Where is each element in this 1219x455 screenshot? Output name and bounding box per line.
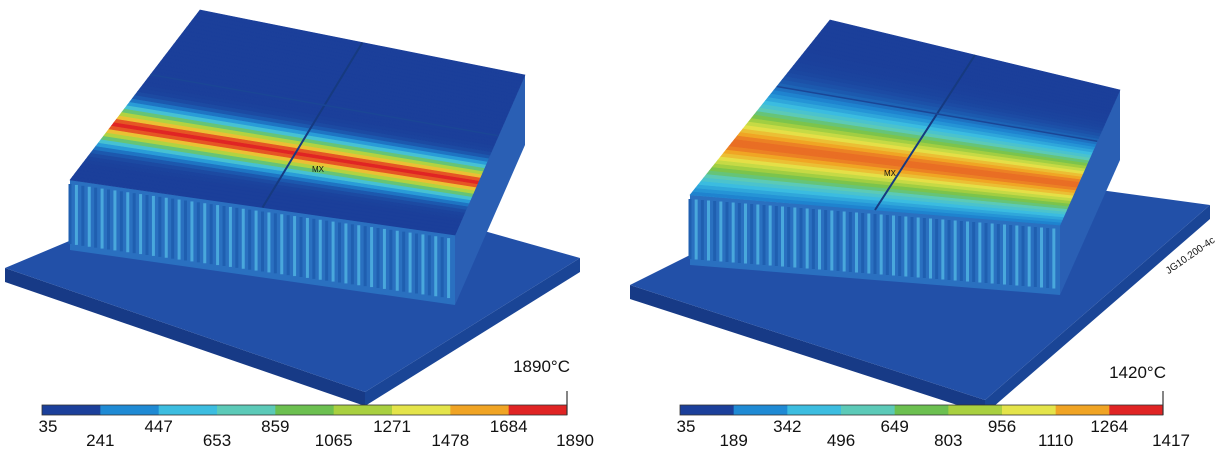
scale-tick-label: 1264 xyxy=(1090,417,1128,436)
scale-tick-label: 447 xyxy=(144,417,172,436)
scale-tick-label: 1684 xyxy=(490,417,528,436)
scale-segment xyxy=(217,405,276,415)
scale-tick-label: 342 xyxy=(773,417,801,436)
scale-segment xyxy=(334,405,393,415)
scale-segment xyxy=(1002,405,1056,415)
scale-segment xyxy=(100,405,159,415)
scale-segment xyxy=(275,405,334,415)
scale-tick-label: 649 xyxy=(880,417,908,436)
marker-label: MX xyxy=(312,165,325,174)
scale-tick-label: 496 xyxy=(827,431,855,450)
scale-tick-label: 1890 xyxy=(556,431,594,450)
scale-segment xyxy=(1056,405,1110,415)
scale-segment xyxy=(42,405,101,415)
scale-tick-label: 35 xyxy=(39,417,58,436)
scale-segment xyxy=(841,405,895,415)
scale-max-label: 1420°C xyxy=(1109,363,1166,382)
scale-segment xyxy=(450,405,509,415)
scale-tick-label: 653 xyxy=(203,431,231,450)
scale-tick-label: 803 xyxy=(934,431,962,450)
scale-segment xyxy=(734,405,788,415)
scale-tick-label: 956 xyxy=(988,417,1016,436)
scale-segment xyxy=(680,405,734,415)
figure: MX 35 241 447 653 859 1065 1271 1478 1684 1890 1890… xyxy=(0,0,1219,455)
scale-tick-label: 189 xyxy=(719,431,747,450)
scale-tick-label: 1110 xyxy=(1038,431,1073,450)
scale-segment xyxy=(948,405,1002,415)
scale-tick-label: 241 xyxy=(86,431,114,450)
scale-segment xyxy=(787,405,841,415)
scale-max-label: 1890°C xyxy=(513,357,570,376)
marker-label: MX xyxy=(884,169,897,178)
scale-segment xyxy=(159,405,218,415)
scale-tick-label: 1478 xyxy=(431,431,469,450)
scale-tick-label: 1065 xyxy=(315,431,353,450)
scale-tick-label: 859 xyxy=(261,417,289,436)
scale-segment xyxy=(895,405,949,415)
scale-segment xyxy=(509,405,568,415)
scale-tick-label: 1271 xyxy=(373,417,411,436)
scale-segment xyxy=(392,405,451,415)
scale-tick-label: 35 xyxy=(677,417,696,436)
scale-segment xyxy=(1109,405,1163,415)
scale-tick-label: 1417 xyxy=(1152,431,1190,450)
